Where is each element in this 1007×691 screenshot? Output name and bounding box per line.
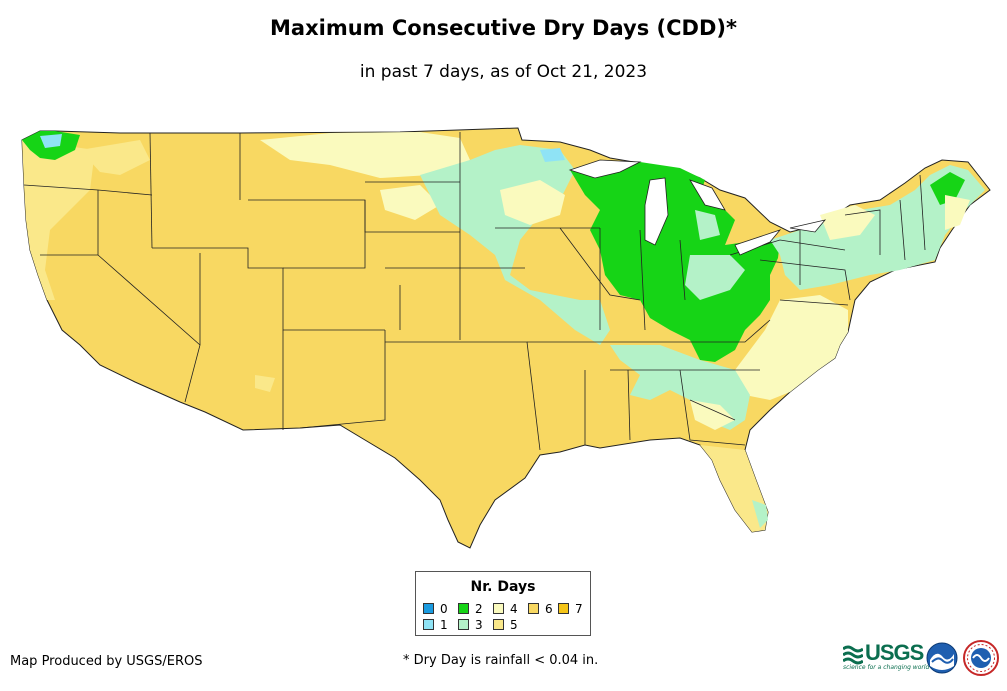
legend-label-2: 2 [475,602,483,616]
region-4-days-new-york [820,205,875,240]
region-4-days-north-plains [260,132,470,178]
region-3-days-michigan-lower [695,210,720,240]
legend-label-1: 1 [440,618,448,632]
usgs-tagline: science for a changing world [843,664,930,671]
legend-label-5: 5 [510,618,518,632]
dry-day-footnote: * Dry Day is rainfall < 0.04 in. [403,653,599,668]
noaa-logo-icon [926,642,958,674]
usgs-logo-icon [843,645,863,665]
state-boundaries [23,132,926,451]
region-4-days-maine [945,195,970,230]
legend-swatch-1 [423,619,434,630]
legend-swatch-5 [493,619,504,630]
legend-swatch-0 [423,603,434,614]
legend-title: Nr. Days [470,579,536,595]
legend-label-4: 4 [510,602,518,616]
region-3-days-northeast [770,165,985,290]
map-credit: Map Produced by USGS/EROS [10,654,203,669]
region-4-days-mid-atlantic [735,295,848,400]
region-5-days-northwest [80,140,150,175]
region-2-days-great-lakes [570,162,780,362]
legend-label-3: 3 [475,618,483,632]
legend-label-6: 6 [545,602,553,616]
region-1-day-lake-superior [540,148,565,162]
region-1-day-washington [40,134,62,148]
agency-logos: USGS science for a changing world [843,640,1003,684]
map-legend: Nr. Days 0 1 2 3 4 5 6 7 [415,571,591,636]
legend-swatch-7 [558,603,569,614]
great-lakes [568,159,827,256]
region-5-days-florida [700,445,768,532]
map-subtitle: in past 7 days, as of Oct 21, 2023 [359,62,648,82]
region-3-days-ohio-valley [685,255,745,300]
nws-logo-icon [963,640,999,676]
usgs-logo-text: USGS [865,640,924,665]
map-title: Maximum Consecutive Dry Days (CDD)* [270,16,737,40]
legend-swatch-4 [493,603,504,614]
region-4-days-south-dakota [380,185,440,220]
legend-swatch-3 [458,619,469,630]
region-4-days-wisconsin [500,180,565,225]
region-4-days-georgia [690,400,735,430]
region-2-days-new-england [930,172,965,205]
region-5-days-west-coast [22,135,95,300]
region-5-days-arizona [255,375,275,392]
us-dry-days-map [21,127,991,549]
legend-swatch-2 [458,603,469,614]
legend-label-7: 7 [575,602,583,616]
legend-label-0: 0 [440,602,448,616]
legend-swatch-6 [528,603,539,614]
region-3-days-florida-tip [752,500,768,528]
